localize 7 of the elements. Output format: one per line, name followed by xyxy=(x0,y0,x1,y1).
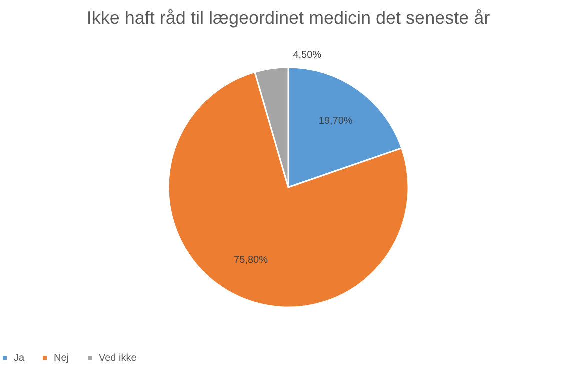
legend-label: Nej xyxy=(54,353,70,364)
data-label: 75,80% xyxy=(234,254,268,266)
data-label: 4,50% xyxy=(293,50,322,61)
chart-title: Ikke haft råd til lægeordinet medicin det seneste år xyxy=(86,8,490,28)
legend-label: Ved ikke xyxy=(99,353,138,364)
legend-label: Ja xyxy=(14,353,25,364)
data-label: 19,70% xyxy=(318,116,353,128)
